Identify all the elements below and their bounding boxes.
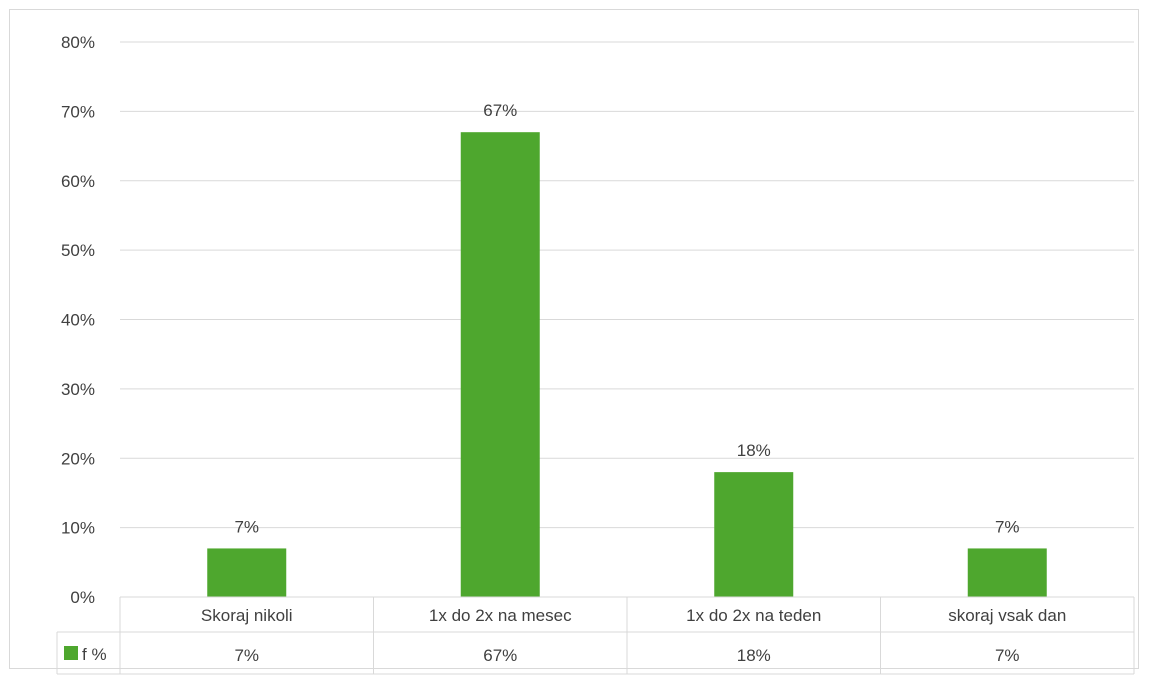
y-tick-label: 40% [61,311,95,330]
category-label: 1x do 2x na mesec [429,606,572,625]
bar [967,548,1047,597]
y-tick-label: 30% [61,380,95,399]
y-tick-label: 70% [61,102,95,121]
y-tick-label: 10% [61,519,95,538]
chart-frame [9,9,1139,669]
y-tick-label: 60% [61,172,95,191]
y-tick-label: 0% [70,588,95,607]
data-label: 18% [737,441,771,460]
data-label: 67% [483,101,517,120]
data-label: 7% [995,517,1020,536]
bar [714,472,794,597]
category-label: Skoraj nikoli [201,606,293,625]
y-tick-label: 80% [61,33,95,52]
y-tick-label: 20% [61,449,95,468]
legend-label: f % [82,645,107,664]
category-label: 1x do 2x na teden [686,606,821,625]
data-label: 7% [234,517,259,536]
table-value: 7% [234,646,259,665]
table-value: 7% [995,646,1020,665]
bar [207,548,287,597]
table-value: 67% [483,646,517,665]
table-value: 18% [737,646,771,665]
bar [460,132,540,597]
category-label: skoraj vsak dan [948,606,1066,625]
y-tick-label: 50% [61,241,95,260]
legend-swatch [64,646,78,660]
